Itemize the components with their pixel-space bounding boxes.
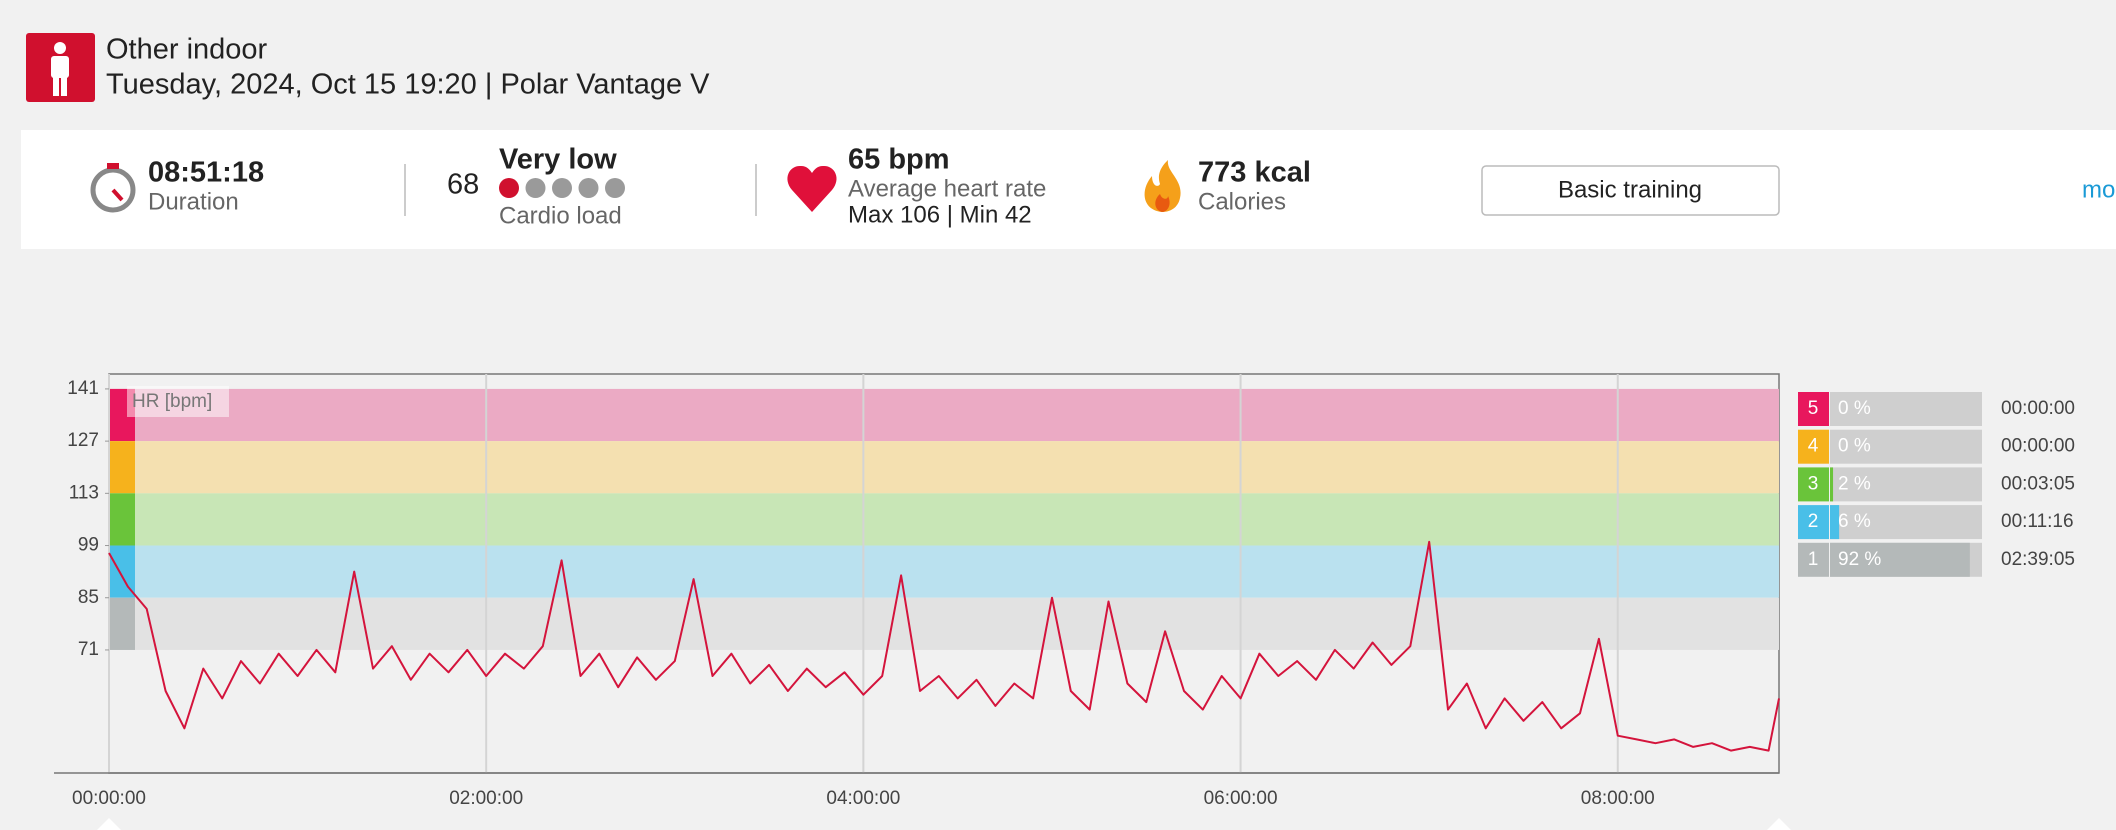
y-tick-label: 71	[78, 639, 99, 660]
cardio-load-label: Cardio load	[499, 202, 622, 229]
training-button[interactable]: Basic training	[1481, 165, 1780, 216]
zone-strip	[109, 597, 135, 650]
load-dot	[499, 178, 519, 198]
duration-label: Duration	[148, 188, 239, 215]
zone-bar-bg	[1830, 505, 1982, 540]
summary-panel	[21, 130, 2116, 249]
activity-subtitle: Tuesday, 2024, Oct 15 19:20 | Polar Vant…	[106, 69, 710, 101]
cardio-load-score: 68	[447, 169, 479, 201]
hr-chart: 00:00:00 02:00:00 04:00:00 06:00:00 08:00:00…	[54, 373, 2075, 830]
zone-bar-bg	[1830, 429, 1982, 464]
cardio-load-dots	[499, 178, 625, 198]
zone-square	[1798, 429, 1829, 464]
zone-band	[109, 545, 1779, 598]
x-tick-label: 08:00:00	[1581, 788, 1655, 809]
zone-square	[1798, 505, 1829, 540]
stopwatch-icon	[90, 163, 136, 213]
zone-percent: 92 %	[1838, 549, 1881, 570]
zone-band	[109, 493, 1779, 546]
zone-label: 5	[1808, 398, 1819, 419]
button-frame[interactable]	[1481, 165, 1780, 216]
range-handle	[97, 818, 121, 830]
button-label[interactable]: Basic training	[1558, 176, 1702, 203]
load-dot	[605, 178, 625, 198]
zone-bar	[1830, 542, 1970, 577]
zone-percent: 0 %	[1838, 398, 1871, 419]
zone-bar	[1830, 467, 1834, 502]
zone-label: 4	[1808, 436, 1819, 457]
zone-time: 00:03:05	[2001, 473, 2075, 494]
y-tick-label: 127	[67, 430, 99, 451]
zone-band	[109, 441, 1779, 494]
y-axis-label: HR [bpm]	[132, 391, 212, 412]
zone-time: 00:00:00	[2001, 398, 2075, 419]
zone-square	[1798, 467, 1829, 502]
x-tick-label: 04:00:00	[826, 788, 900, 809]
activity-title: Other indoor	[106, 34, 268, 66]
duration-value: 08:51:18	[148, 157, 264, 189]
heart-rate-average: 65 bpm	[848, 144, 950, 176]
heart-icon	[787, 165, 837, 212]
heart-rate-range: Max 106 | Min 42	[848, 201, 1032, 228]
zone-square	[1798, 392, 1829, 426]
x-tick-label: 02:00:00	[449, 788, 523, 809]
y-label-box	[127, 386, 229, 417]
zone-percent: 6 %	[1838, 511, 1871, 532]
zone-bar	[1830, 505, 1840, 540]
range-handle	[1767, 818, 1791, 830]
zone-time: 00:11:16	[2001, 511, 2074, 532]
y-tick-label: 141	[67, 378, 99, 399]
zone-label: 3	[1808, 473, 1819, 494]
zone-label: 2	[1808, 511, 1819, 532]
zone-percent: 2 %	[1838, 473, 1871, 494]
hr-line	[108, 540, 1780, 752]
zone-time: 02:39:05	[2001, 549, 2075, 570]
zone-band	[109, 388, 1779, 442]
zone-percent: 0 %	[1838, 436, 1871, 457]
zone-strip	[109, 493, 135, 546]
y-tick-label: 85	[78, 587, 99, 608]
load-dot	[525, 178, 546, 198]
zone-bar-bg	[1830, 392, 1982, 426]
zone-square	[1798, 542, 1829, 577]
zone-strip	[109, 441, 135, 494]
zone-band	[109, 597, 1779, 650]
calories-value: 773 kcal	[1198, 157, 1311, 189]
x-tick-label: 06:00:00	[1204, 788, 1278, 809]
y-tick-label: 99	[78, 535, 99, 556]
y-tick-label: 113	[69, 482, 99, 503]
zone-label: 1	[1808, 549, 1819, 570]
zone-time: 00:00:00	[2001, 436, 2075, 457]
calories-label: Calories	[1198, 188, 1286, 215]
zone-bar-bg	[1830, 467, 1982, 502]
heart-rate-label: Average heart rate	[848, 175, 1046, 202]
load-dot	[578, 178, 599, 198]
more-link[interactable]: mo	[2082, 176, 2115, 203]
load-dot	[552, 178, 572, 198]
flame-icon	[1144, 160, 1181, 212]
activity-icon	[26, 33, 95, 102]
cardio-load-level: Very low	[499, 144, 617, 176]
x-tick-label: 00:00:00	[72, 788, 146, 809]
